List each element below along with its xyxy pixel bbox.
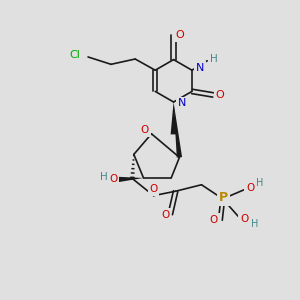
Text: O: O <box>141 125 149 135</box>
Text: N: N <box>178 98 186 109</box>
Polygon shape <box>174 102 182 158</box>
Text: O: O <box>240 214 248 224</box>
Text: O: O <box>149 184 158 194</box>
Text: H: H <box>100 172 107 182</box>
Text: H: H <box>210 54 218 64</box>
Text: Cl: Cl <box>70 50 81 61</box>
Text: O: O <box>215 90 224 100</box>
Text: O: O <box>109 174 117 184</box>
Polygon shape <box>118 177 143 182</box>
Polygon shape <box>171 102 176 134</box>
Text: O: O <box>161 210 169 220</box>
Text: N: N <box>196 63 204 73</box>
Text: H: H <box>256 178 264 188</box>
Text: O: O <box>210 215 218 225</box>
Text: P: P <box>219 191 228 204</box>
Text: H: H <box>250 219 258 229</box>
Text: O: O <box>176 31 184 40</box>
Text: O: O <box>246 183 254 193</box>
